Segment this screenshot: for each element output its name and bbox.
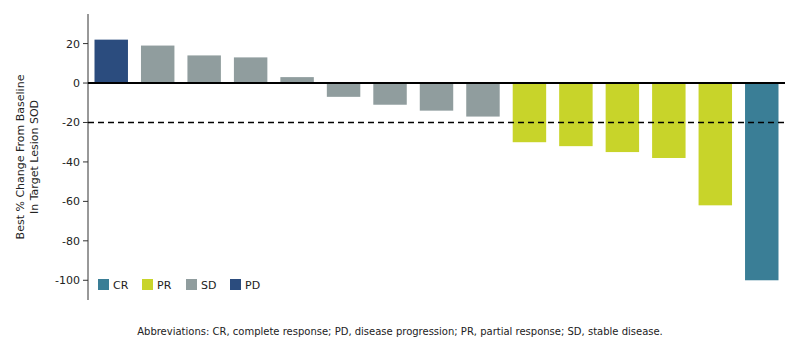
y-tick-label: -60 xyxy=(62,195,80,208)
y-tick-label: -100 xyxy=(55,274,80,287)
bar xyxy=(327,83,360,97)
y-axis xyxy=(88,14,89,300)
bar xyxy=(466,83,499,117)
y-axis-label-line: In Target Lesion SOD xyxy=(28,100,41,214)
legend-label: PD xyxy=(245,279,260,292)
legend-swatch xyxy=(98,279,109,290)
y-tick xyxy=(83,122,88,123)
legend-label: PR xyxy=(157,279,172,292)
y-tick-label: -40 xyxy=(62,156,80,169)
bar xyxy=(513,83,546,142)
y-tick xyxy=(83,161,88,162)
legend-label: CR xyxy=(113,279,129,292)
y-tick xyxy=(83,43,88,44)
bar xyxy=(373,83,406,105)
legend-swatch xyxy=(142,279,153,290)
y-tick xyxy=(83,240,88,241)
y-tick-label: -20 xyxy=(62,116,80,129)
bar xyxy=(95,40,128,83)
y-tick xyxy=(83,280,88,281)
bar xyxy=(652,83,685,158)
background xyxy=(0,0,800,345)
chart: -100 -80 -60 -40 -20 0 20 Best % Change From Ba… xyxy=(0,0,800,345)
y-tick xyxy=(83,83,88,84)
reference-line xyxy=(88,122,785,124)
caption: Abbreviations: CR, complete response; PD… xyxy=(137,326,663,337)
y-axis-label: Best % Change From BaselineIn Target Les… xyxy=(14,74,41,239)
bar xyxy=(606,83,639,152)
bar xyxy=(559,83,592,146)
bar xyxy=(699,83,732,205)
bars xyxy=(95,40,779,281)
legend: CR PR SD PD xyxy=(98,279,260,292)
legend-swatch xyxy=(186,279,197,290)
bar xyxy=(234,57,267,83)
y-axis-label-line: Best % Change From Baseline xyxy=(14,74,27,239)
bar xyxy=(187,55,220,83)
y-tick-label: 0 xyxy=(73,77,80,90)
legend-label: SD xyxy=(201,279,216,292)
legend-swatch xyxy=(230,279,241,290)
bar xyxy=(745,83,778,280)
y-tick-label: -80 xyxy=(62,235,80,248)
bar xyxy=(141,46,174,83)
reference-line xyxy=(88,82,785,84)
bar xyxy=(420,83,453,111)
y-tick xyxy=(83,201,88,202)
y-tick-label: 20 xyxy=(66,38,80,51)
